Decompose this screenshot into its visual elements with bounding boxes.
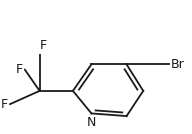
- Text: F: F: [40, 39, 47, 52]
- Text: F: F: [16, 63, 23, 76]
- Text: Br: Br: [171, 58, 185, 71]
- Text: N: N: [87, 116, 96, 129]
- Text: F: F: [1, 98, 8, 111]
